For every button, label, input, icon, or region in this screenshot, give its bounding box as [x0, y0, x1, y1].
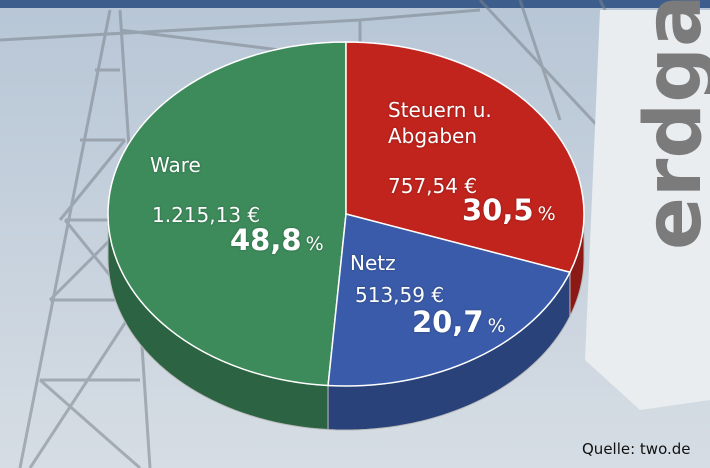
percent-value: 48,8 — [230, 223, 302, 257]
percent-unit: % — [538, 203, 556, 225]
chart: erdgas — [0, 0, 710, 468]
percent-value: 30,5 — [462, 193, 534, 227]
source: Quelle: two.de — [582, 440, 691, 458]
percent-unit: % — [488, 315, 506, 337]
percent-label: 20,7% — [412, 309, 506, 339]
flag-text: erdgas — [629, 0, 710, 250]
category-label: Steuern u. Abgaben — [388, 97, 518, 149]
infographic: erdgas Quelle: two.de Ware1.215,13 €48,8… — [0, 0, 710, 468]
percent-value: 20,7 — [412, 305, 484, 339]
percent-label: 30,5% — [462, 197, 556, 227]
category-label: Netz — [350, 250, 500, 276]
percent-unit: % — [306, 233, 324, 255]
percent-label: 48,8% — [230, 227, 324, 257]
category-label: Ware — [150, 152, 300, 178]
